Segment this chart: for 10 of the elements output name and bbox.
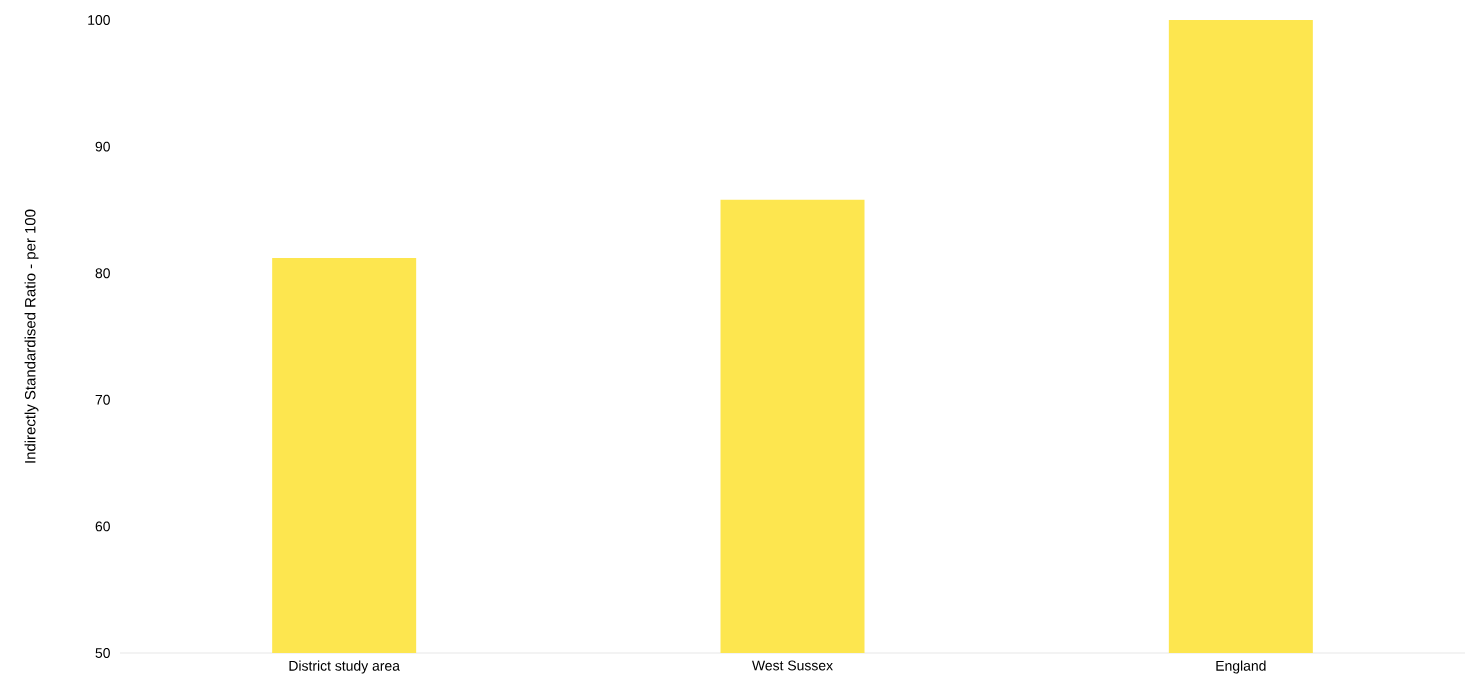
x-tick-label: England (1216, 660, 1266, 674)
x-tick-label: West Sussex (752, 660, 833, 671)
y-tick-label: 90 (95, 141, 110, 152)
x-tick-label: District study area (289, 660, 400, 674)
y-tick-label: 70 (95, 394, 110, 405)
y-tick-label: 80 (95, 268, 110, 279)
y-tick-label: 100 (88, 15, 110, 25)
y-tick-label: 60 (95, 521, 110, 532)
y-axis-title: Indirectly Standardised Ratio - per 100 (24, 209, 39, 463)
y-tick-label: 50 (95, 648, 110, 658)
